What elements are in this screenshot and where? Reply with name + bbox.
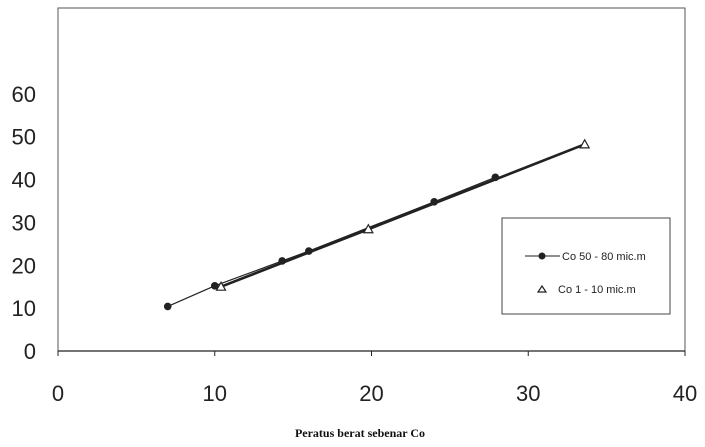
y-axis-ticks: 0 10 20 30 40 50 60 <box>12 82 36 364</box>
legend: Co 50 - 80 mic.m Co 1 - 10 mic.m <box>501 217 671 315</box>
data-point <box>163 302 172 311</box>
data-point <box>491 173 500 182</box>
data-point <box>210 282 219 290</box>
y-tick-label: 60 <box>12 82 36 107</box>
data-point <box>430 197 439 206</box>
y-tick-label: 10 <box>12 296 36 321</box>
y-tick-label: 40 <box>12 168 36 193</box>
data-point <box>278 257 286 265</box>
y-tick-label: 20 <box>12 253 36 278</box>
x-axis-ticks: 0 10 20 30 40 <box>52 351 697 406</box>
data-point <box>362 223 374 234</box>
legend-marker-series-2 <box>536 284 548 293</box>
y-tick-label: 0 <box>24 339 36 364</box>
legend-box <box>501 217 671 315</box>
x-tick-label: 40 <box>673 381 697 406</box>
legend-label-series-1: Co 50 - 80 mic.m <box>562 251 646 263</box>
legend-marker-series-1 <box>538 252 546 260</box>
x-tick-label: 10 <box>203 381 227 406</box>
legend-label-series-2: Co 1 - 10 mic.m <box>558 284 636 296</box>
x-tick-label: 30 <box>516 381 540 406</box>
x-tick-label: 20 <box>359 381 383 406</box>
y-tick-label: 30 <box>12 210 36 235</box>
x-axis-label: Peratus berat sebenar Co <box>295 426 425 440</box>
y-tick-label: 50 <box>12 125 36 150</box>
data-point <box>305 247 313 255</box>
data-point <box>215 280 227 291</box>
series-markers <box>163 138 591 311</box>
x-tick-label: 0 <box>52 381 64 406</box>
data-point <box>579 138 591 149</box>
series-line-1 <box>167 176 496 307</box>
